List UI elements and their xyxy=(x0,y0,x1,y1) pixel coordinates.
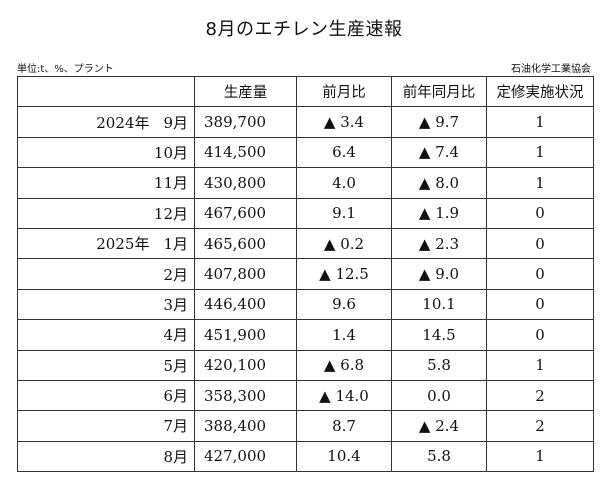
month-label: 8月 xyxy=(163,447,188,466)
yoy-cell: ▲ 9.0 xyxy=(391,258,487,290)
table-row: 2025年 1月 465,600 ▲ 0.2 ▲ 2.3 0 xyxy=(17,227,594,260)
table-row: 7月 388,400 8.7 ▲ 2.4 2 xyxy=(17,410,594,442)
period-cell: 2024年 9月 xyxy=(17,106,195,138)
month-label: 10月 xyxy=(153,143,188,162)
maintenance-cell: 0 xyxy=(486,227,594,260)
table-row: 12月 467,600 9.1 ▲ 1.9 0 xyxy=(17,197,594,229)
mom-cell: 9.6 xyxy=(296,288,392,321)
month-label: 11月 xyxy=(153,174,188,193)
maintenance-cell: 1 xyxy=(486,106,594,138)
header-yoy: 前年同月比 xyxy=(391,75,487,108)
maintenance-cell: 1 xyxy=(486,136,594,169)
maintenance-cell: 0 xyxy=(486,319,594,351)
table-row: 10月 414,500 6.4 ▲ 7.4 1 xyxy=(17,136,594,169)
production-cell: 420,100 xyxy=(194,349,297,381)
mom-cell: 1.4 xyxy=(296,319,392,351)
period-cell: 11月 xyxy=(17,167,195,199)
production-cell: 427,000 xyxy=(194,440,297,473)
page-title: 8月のエチレン生産速報 xyxy=(205,19,403,40)
table-row: 2024年 9月 389,700 ▲ 3.4 ▲ 9.7 1 xyxy=(17,106,594,138)
month-label: 9月 xyxy=(163,113,188,132)
period-cell: 4月 xyxy=(17,319,195,351)
maintenance-cell: 1 xyxy=(486,167,594,199)
maintenance-cell: 0 xyxy=(486,258,594,290)
table-row: 8月 427,000 10.4 5.8 1 xyxy=(17,440,594,473)
yoy-cell: ▲ 8.0 xyxy=(391,167,487,199)
maintenance-cell: 2 xyxy=(486,379,594,412)
header-mom: 前月比 xyxy=(296,75,392,108)
period-cell: 5月 xyxy=(17,349,195,381)
production-cell: 446,400 xyxy=(194,288,297,321)
month-label: 7月 xyxy=(163,417,188,436)
mom-cell: ▲ 12.5 xyxy=(296,258,392,290)
yoy-cell: ▲ 9.7 xyxy=(391,106,487,138)
production-cell: 389,700 xyxy=(194,106,297,138)
unit-label: 単位:t、%、プラント xyxy=(17,64,114,75)
period-cell: 2025年 1月 xyxy=(17,227,195,260)
table-row: 4月 451,900 1.4 14.5 0 xyxy=(17,319,594,351)
yoy-cell: 10.1 xyxy=(391,288,487,321)
mom-cell: ▲ 3.4 xyxy=(296,106,392,138)
yoy-cell: 0.0 xyxy=(391,379,487,412)
maintenance-cell: 1 xyxy=(486,440,594,473)
year-label: 2025年 xyxy=(96,235,150,254)
production-cell: 388,400 xyxy=(194,410,297,442)
period-cell: 7月 xyxy=(17,410,195,442)
table-row: 6月 358,300 ▲ 14.0 0.0 2 xyxy=(17,379,594,412)
production-cell: 414,500 xyxy=(194,136,297,169)
maintenance-cell: 0 xyxy=(486,197,594,229)
ethylene-production-table: 生産量 前月比 前年同月比 定修実施状況 2024年 9月 389,700 ▲ 3.4… xyxy=(17,75,594,473)
mom-cell: 8.7 xyxy=(296,410,392,442)
period-cell: 3月 xyxy=(17,288,195,321)
period-cell: 6月 xyxy=(17,379,195,412)
mom-cell: ▲ 14.0 xyxy=(296,379,392,412)
period-cell: 12月 xyxy=(17,197,195,229)
production-cell: 407,800 xyxy=(194,258,297,290)
month-label: 1月 xyxy=(163,235,188,254)
production-cell: 358,300 xyxy=(194,379,297,412)
period-cell: 2月 xyxy=(17,258,195,290)
header-production: 生産量 xyxy=(194,75,297,108)
mom-cell: 6.4 xyxy=(296,136,392,169)
table-row: 2月 407,800 ▲ 12.5 ▲ 9.0 0 xyxy=(17,258,594,290)
production-cell: 430,800 xyxy=(194,167,297,199)
yoy-cell: 5.8 xyxy=(391,349,487,381)
mom-cell: 10.4 xyxy=(296,440,392,473)
year-label: 2024年 xyxy=(96,113,150,132)
table-row: 3月 446,400 9.6 10.1 0 xyxy=(17,288,594,321)
mom-cell: ▲ 0.2 xyxy=(296,227,392,260)
period-cell: 10月 xyxy=(17,136,195,169)
production-cell: 451,900 xyxy=(194,319,297,351)
month-label: 3月 xyxy=(163,295,188,314)
mom-cell: 4.0 xyxy=(296,167,392,199)
table-row: 5月 420,100 ▲ 6.8 5.8 1 xyxy=(17,349,594,381)
month-label: 6月 xyxy=(163,387,188,406)
yoy-cell: 5.8 xyxy=(391,440,487,473)
yoy-cell: ▲ 1.9 xyxy=(391,197,487,229)
table-row: 11月 430,800 4.0 ▲ 8.0 1 xyxy=(17,167,594,199)
month-label: 4月 xyxy=(163,326,188,345)
yoy-cell: ▲ 2.4 xyxy=(391,410,487,442)
period-cell: 8月 xyxy=(17,440,195,473)
month-label: 2月 xyxy=(163,265,188,284)
header-maintenance: 定修実施状況 xyxy=(486,75,594,108)
source-label: 石油化学工業協会 xyxy=(511,64,591,75)
yoy-cell: ▲ 7.4 xyxy=(391,136,487,169)
maintenance-cell: 0 xyxy=(486,288,594,321)
month-label: 12月 xyxy=(153,204,188,223)
header-row: 生産量 前月比 前年同月比 定修実施状況 xyxy=(17,75,594,108)
yoy-cell: 14.5 xyxy=(391,319,487,351)
month-label: 5月 xyxy=(163,356,188,375)
production-cell: 465,600 xyxy=(194,227,297,260)
mom-cell: ▲ 6.8 xyxy=(296,349,392,381)
header-period xyxy=(17,75,195,108)
mom-cell: 9.1 xyxy=(296,197,392,229)
production-cell: 467,600 xyxy=(194,197,297,229)
yoy-cell: ▲ 2.3 xyxy=(391,227,487,260)
maintenance-cell: 2 xyxy=(486,410,594,442)
maintenance-cell: 1 xyxy=(486,349,594,381)
